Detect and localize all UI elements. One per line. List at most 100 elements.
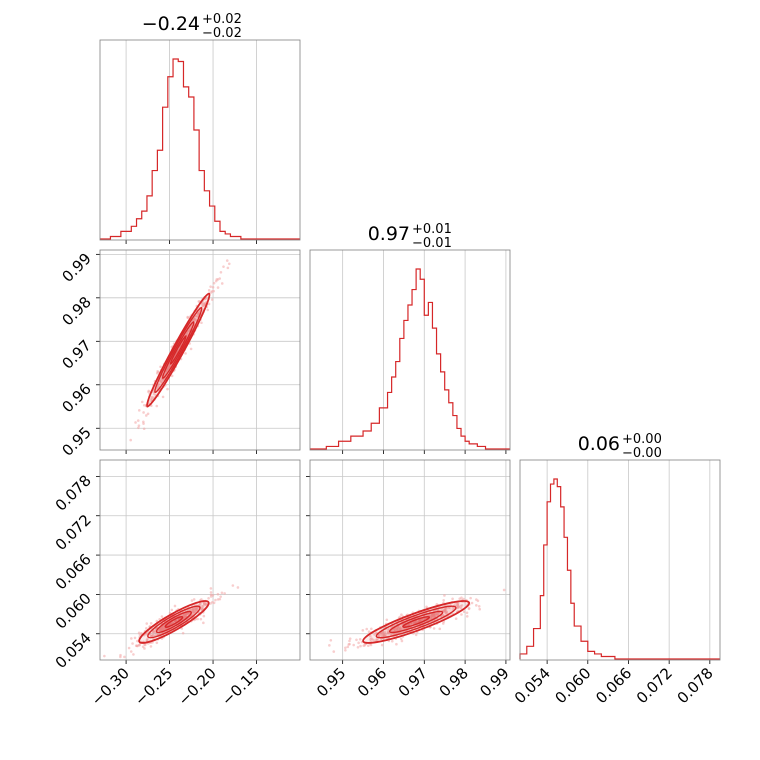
title-param-2-value: 0.97 (368, 223, 410, 245)
x-tick-label: 0.98 (436, 664, 472, 700)
sample-point (146, 412, 150, 416)
sample-point (130, 637, 133, 640)
sample-point (173, 604, 177, 608)
sample-point (225, 259, 229, 262)
sample-point (430, 614, 434, 618)
x-tick-label: −0.30 (88, 664, 133, 709)
sample-point (374, 631, 378, 635)
sample-point (155, 404, 159, 408)
sample-point (209, 285, 212, 288)
sample-point (160, 615, 164, 618)
histogram-param-3 (519, 459, 721, 664)
sample-point (442, 598, 445, 602)
sample-point (209, 593, 213, 597)
scatter-param-2-vs-3 (306, 459, 511, 664)
sample-point (188, 608, 192, 612)
sample-point (190, 599, 194, 602)
x-tick-label: 0.96 (354, 664, 390, 700)
x-tick-label: 0.97 (395, 664, 431, 700)
density-contour (169, 335, 187, 365)
sample-point (432, 627, 436, 630)
sample-point (160, 380, 164, 383)
histogram-param-2 (309, 249, 511, 454)
sample-point (380, 643, 384, 647)
sample-point (216, 592, 220, 596)
sample-point (143, 647, 146, 650)
sample-point (231, 584, 235, 587)
sample-point (400, 639, 404, 643)
sample-point (134, 421, 137, 424)
sample-point (186, 315, 190, 319)
sample-point (414, 633, 418, 637)
sample-point (352, 643, 356, 647)
sample-point (365, 627, 369, 631)
sample-point (220, 591, 224, 595)
sample-point (346, 645, 350, 649)
density-contour (154, 306, 203, 394)
sample-point (137, 631, 141, 635)
sample-point (458, 597, 462, 600)
y-tick-label: 0.060 (52, 590, 95, 633)
sample-point (155, 641, 159, 645)
sample-point (369, 634, 372, 638)
sample-point (155, 619, 159, 623)
sample-point (348, 637, 352, 640)
x-tick-labels-param-1: −0.30−0.25−0.20−0.15 (88, 664, 264, 709)
sample-point (445, 610, 449, 614)
panel-frame (99, 249, 301, 451)
panel-frame (99, 39, 301, 241)
density-contour (147, 605, 201, 639)
sample-point (156, 387, 159, 390)
sample-point (362, 644, 366, 647)
sample-point (358, 638, 362, 641)
x-tick-label: −0.25 (131, 664, 176, 709)
y-tick-label: 0.96 (58, 380, 94, 416)
x-tick-label: 0.066 (592, 664, 635, 707)
sample-point (156, 369, 159, 373)
sample-point (212, 289, 216, 293)
sample-point (212, 281, 216, 285)
sample-point (127, 646, 131, 650)
sample-point (159, 365, 162, 369)
sample-point (478, 607, 482, 611)
sample-point (328, 644, 331, 647)
sample-point (155, 371, 159, 375)
x-tick-label: 0.99 (476, 664, 512, 700)
sample-point (367, 630, 371, 634)
sample-point (193, 610, 197, 614)
y-tick-label: 0.95 (58, 423, 94, 459)
sample-point (223, 592, 226, 595)
sample-point (207, 289, 211, 292)
sample-point (192, 598, 196, 601)
sample-point (475, 604, 478, 607)
sample-point (136, 639, 139, 643)
scatter-param-1-vs-2 (96, 249, 301, 454)
title-param-3-value: 0.06 (578, 433, 620, 455)
sample-point (161, 627, 165, 630)
sample-point (194, 607, 198, 611)
sample-point (207, 596, 210, 600)
x-tick-label: 0.060 (552, 664, 595, 707)
sample-point (193, 318, 197, 321)
histogram-step-line (100, 58, 300, 240)
histogram-step-line (519, 478, 720, 660)
title-param-3-upper: +0.00 (622, 432, 662, 447)
title-param-2-upper: +0.01 (412, 222, 452, 237)
sample-point (390, 639, 394, 643)
sample-point (151, 634, 155, 637)
sample-point (389, 632, 393, 636)
sample-point (184, 352, 187, 355)
x-tick-label: 0.054 (511, 664, 554, 707)
sample-point (226, 266, 230, 270)
sample-point (196, 617, 199, 621)
y-tick-label: 0.054 (52, 629, 95, 672)
sample-point (144, 414, 148, 417)
sample-point (137, 424, 141, 427)
sample-point (460, 613, 463, 616)
x-tick-label: −0.20 (175, 664, 220, 709)
sample-point (145, 622, 149, 625)
histogram-step-line (310, 268, 510, 450)
sample-point (459, 604, 462, 608)
sample-point (142, 420, 145, 424)
sample-point (142, 403, 146, 407)
